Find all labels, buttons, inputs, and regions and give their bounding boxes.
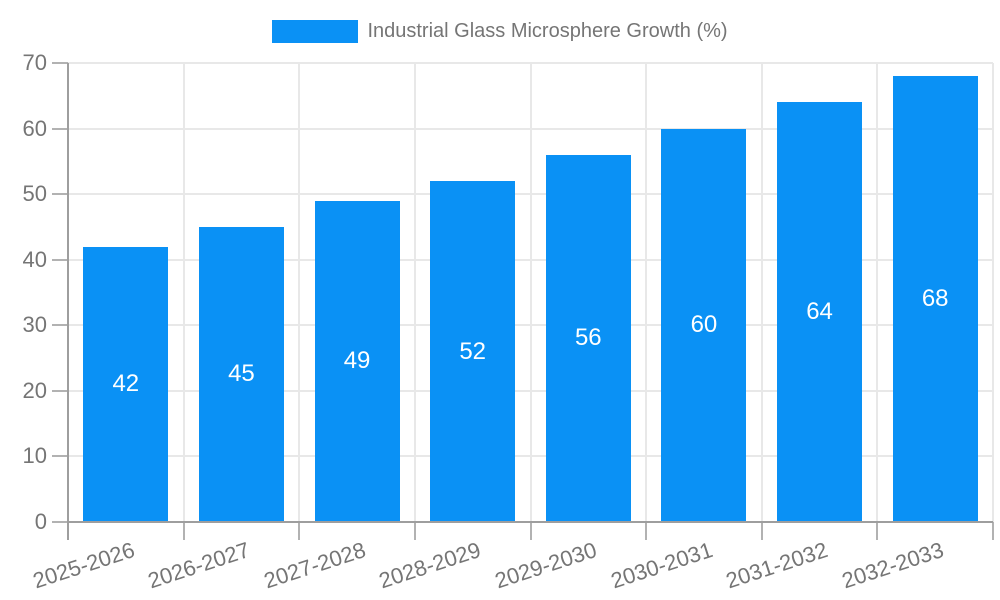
x-axis-label: 2027-2028 bbox=[260, 537, 369, 594]
y-axis-tick-label: 60 bbox=[22, 115, 47, 141]
y-axis-tick-label: 0 bbox=[34, 509, 47, 534]
bar[interactable]: 52 bbox=[430, 181, 516, 522]
x-axis-label: 2026-2027 bbox=[145, 537, 253, 594]
y-axis-tick bbox=[52, 258, 68, 261]
bar[interactable]: 45 bbox=[198, 226, 284, 522]
bar[interactable]: 60 bbox=[661, 128, 747, 522]
x-axis-label: 2029-2030 bbox=[491, 537, 600, 594]
gridline-vertical bbox=[182, 63, 185, 522]
x-axis-label: 2028-2029 bbox=[376, 537, 485, 594]
x-axis-label: 2025-2026 bbox=[29, 537, 138, 594]
bar[interactable]: 49 bbox=[314, 200, 400, 522]
x-axis-line bbox=[68, 521, 993, 523]
x-axis-tick bbox=[760, 522, 763, 540]
gridline-vertical bbox=[992, 63, 994, 522]
x-axis-tick bbox=[298, 522, 301, 540]
y-axis-line bbox=[67, 63, 69, 540]
bar[interactable]: 42 bbox=[83, 246, 169, 522]
gridline-vertical bbox=[413, 63, 416, 522]
x-axis-tick bbox=[413, 522, 416, 540]
legend-label: Industrial Glass Microsphere Growth (%) bbox=[367, 19, 728, 42]
x-axis-tick bbox=[182, 522, 185, 540]
y-axis-tick-label: 50 bbox=[22, 181, 47, 207]
bar-value-label: 56 bbox=[574, 324, 602, 352]
x-axis-tick bbox=[645, 522, 648, 540]
bar-value-label: 60 bbox=[690, 311, 718, 339]
y-axis-tick-label: 70 bbox=[22, 50, 47, 75]
y-axis-tick bbox=[52, 62, 68, 64]
gridline-vertical bbox=[760, 63, 763, 522]
bar-value-label: 68 bbox=[921, 285, 949, 313]
x-axis-tick bbox=[876, 522, 879, 540]
bar[interactable]: 64 bbox=[777, 102, 863, 522]
y-axis-tick bbox=[52, 193, 68, 196]
bar[interactable]: 56 bbox=[545, 154, 631, 522]
y-axis-tick bbox=[52, 521, 68, 523]
y-axis-tick bbox=[52, 324, 68, 327]
bar-value-label: 64 bbox=[806, 298, 833, 326]
y-axis-tick bbox=[52, 127, 68, 130]
y-axis-tick-label: 10 bbox=[22, 443, 47, 469]
bar-value-label: 52 bbox=[459, 337, 487, 365]
y-axis-tick-label: 40 bbox=[22, 246, 47, 272]
y-axis-tick-label: 20 bbox=[22, 377, 47, 403]
y-axis-tick bbox=[52, 455, 68, 458]
y-axis-tick bbox=[52, 389, 68, 392]
bar-value-label: 45 bbox=[228, 360, 255, 388]
gridline-vertical bbox=[298, 63, 301, 522]
x-axis-tick bbox=[992, 522, 994, 540]
x-axis-label: 2032-2033 bbox=[838, 537, 947, 594]
x-axis-label: 2031-2032 bbox=[723, 537, 831, 594]
gridline-vertical bbox=[529, 63, 532, 522]
bar[interactable]: 68 bbox=[892, 76, 978, 522]
gridline-vertical bbox=[876, 63, 879, 522]
y-axis-tick-label: 30 bbox=[22, 312, 47, 338]
bar-value-label: 49 bbox=[343, 347, 371, 375]
x-axis-tick bbox=[529, 522, 532, 540]
x-axis-label: 2030-2031 bbox=[607, 537, 716, 594]
bar-value-label: 42 bbox=[112, 370, 140, 398]
gridline-vertical bbox=[645, 63, 648, 522]
chart-legend: Industrial Glass Microsphere Growth (%) bbox=[0, 18, 1000, 44]
legend-swatch bbox=[272, 19, 359, 43]
